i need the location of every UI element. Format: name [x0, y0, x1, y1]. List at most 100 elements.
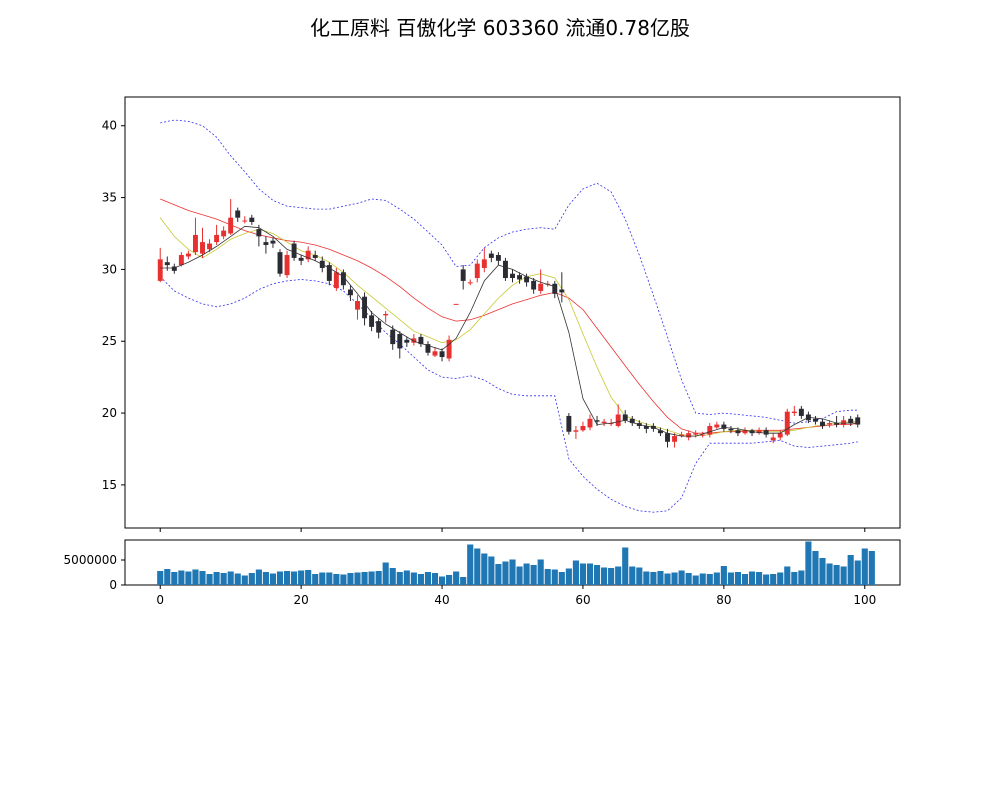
volume-bar	[453, 571, 460, 585]
candle-body	[460, 269, 466, 281]
candle-body	[594, 420, 600, 422]
ma-short-line	[160, 225, 858, 437]
candle-body	[615, 414, 621, 426]
volume-bar	[206, 574, 213, 585]
volume-bar	[579, 563, 587, 585]
volume-bar	[565, 568, 572, 585]
candle-body	[798, 408, 804, 416]
volume-bar	[572, 560, 579, 585]
volume-bar	[347, 573, 354, 585]
volume-bar	[361, 572, 368, 585]
volume-bar	[241, 575, 248, 585]
volume-bar	[375, 571, 382, 585]
volume-bar	[417, 574, 424, 585]
volume-bar	[227, 571, 234, 585]
candle-body	[742, 430, 748, 434]
candle-body	[608, 423, 614, 425]
volume-bar	[460, 577, 467, 585]
candle-body	[770, 437, 776, 441]
candle-body	[629, 418, 635, 424]
volume-bar	[720, 566, 727, 585]
candle-body	[446, 339, 452, 359]
volume-panel: 0 20 40 60 80 100 0 5000000	[64, 539, 901, 607]
volume-bar	[488, 556, 495, 585]
candle-body	[707, 425, 713, 435]
volume-bar	[354, 572, 361, 585]
candle-body	[510, 273, 515, 279]
volume-bar	[622, 547, 629, 585]
candle-body	[192, 234, 198, 253]
x-tick-label: 80	[716, 593, 731, 607]
volume-tick-label: 0	[109, 578, 117, 592]
volume-bar	[819, 558, 826, 585]
candle-body	[298, 257, 304, 261]
price-tick-label: 20	[102, 406, 117, 420]
candle-body	[355, 301, 360, 310]
candle-body	[552, 283, 558, 294]
volume-bar	[847, 555, 854, 585]
volume-bar	[410, 572, 417, 585]
volume-bar	[164, 569, 171, 585]
volume-bar	[826, 563, 833, 585]
candle-body	[700, 434, 706, 436]
candle-body	[425, 344, 431, 353]
volume-bar	[262, 572, 269, 585]
candle-body	[531, 280, 537, 290]
candle-body	[362, 296, 368, 319]
candle-body	[439, 351, 445, 358]
volume-bar	[840, 566, 847, 585]
candle-body	[453, 303, 459, 305]
volume-bar	[474, 548, 481, 585]
candle-body	[171, 266, 177, 271]
candle-body	[249, 217, 255, 222]
candle-body	[735, 430, 741, 434]
volume-bar	[629, 566, 636, 585]
candle-body	[277, 252, 283, 274]
volume-bar	[601, 567, 608, 585]
candle-body	[855, 417, 861, 425]
volume-bar	[537, 559, 544, 585]
candle-body	[305, 250, 311, 260]
candle-body	[848, 418, 854, 424]
candle-body	[756, 430, 762, 434]
candle-body	[200, 242, 205, 254]
volume-bar	[220, 573, 227, 585]
volume-bar	[446, 575, 453, 585]
candle-body	[185, 253, 191, 257]
x-tick-label: 40	[434, 593, 449, 607]
volume-bar	[706, 574, 713, 585]
volume-bar	[234, 573, 241, 585]
candle-body	[622, 414, 628, 421]
candle-body	[714, 424, 720, 428]
volume-bar	[283, 571, 291, 585]
candle-body	[214, 234, 220, 243]
x-tick-label: 20	[293, 593, 308, 607]
bollinger-upper-line	[160, 119, 858, 424]
volume-bar	[213, 572, 220, 585]
volume-bar	[671, 572, 678, 585]
volume-bar	[178, 570, 185, 585]
candle-body	[474, 263, 480, 279]
price-tick-label: 35	[102, 191, 117, 205]
volume-bar	[389, 568, 396, 585]
candle-body	[340, 272, 346, 286]
volume-bar	[784, 566, 791, 585]
candle-body	[432, 351, 438, 356]
volume-bar	[748, 571, 756, 585]
candle-body	[333, 272, 339, 289]
candle-body	[270, 240, 276, 244]
bollinger-lower-line	[159, 276, 858, 513]
volume-bar	[699, 573, 706, 585]
candle-body	[397, 334, 403, 349]
volume-tick-label: 5000000	[64, 553, 117, 567]
candle-body	[256, 229, 262, 237]
candle-body	[679, 434, 685, 437]
candle-body	[763, 430, 769, 435]
ma-mid-line	[159, 217, 858, 437]
volume-bar	[396, 572, 403, 585]
volume-bar	[586, 563, 594, 585]
volume-bar	[734, 572, 742, 585]
candle-body	[827, 423, 833, 425]
candle-body	[481, 259, 487, 268]
candle-body	[178, 255, 184, 266]
